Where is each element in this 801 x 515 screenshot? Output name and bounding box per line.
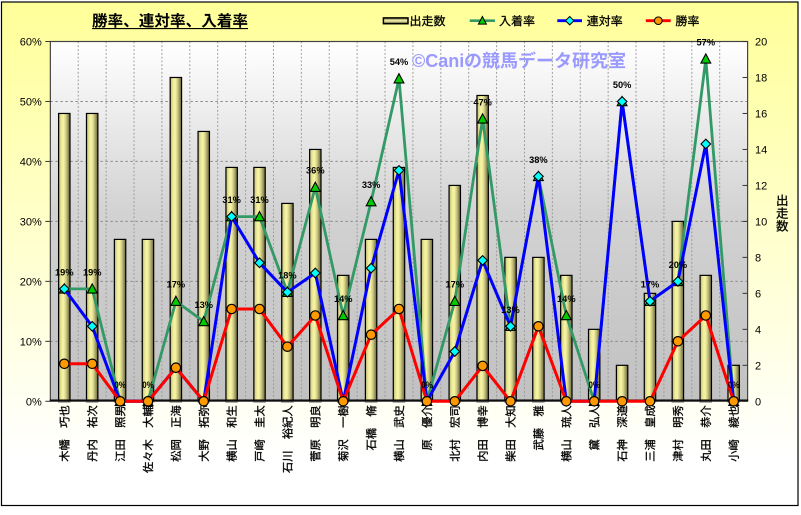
svg-text:0%: 0% [142,380,154,391]
svg-text:60%: 60% [20,37,42,49]
svg-text:36%: 36% [306,166,325,177]
svg-text:0: 0 [755,396,761,408]
svg-text:14: 14 [755,144,767,156]
svg-text:12: 12 [755,180,767,192]
svg-text:4: 4 [755,324,761,336]
svg-text:17%: 17% [167,280,186,291]
svg-text:13%: 13% [501,305,520,316]
svg-text:0%: 0% [728,380,740,391]
svg-text:20%: 20% [669,260,688,271]
svg-text:0%: 0% [114,380,126,391]
svg-text:16: 16 [755,109,767,121]
svg-text:47%: 47% [473,97,492,108]
svg-text:20%: 20% [20,277,42,289]
svg-text:38%: 38% [529,155,548,166]
svg-text:14%: 14% [334,294,353,305]
svg-text:17%: 17% [446,280,465,291]
svg-text:30%: 30% [20,217,42,229]
svg-text:17%: 17% [641,280,660,291]
svg-text:8: 8 [755,252,761,264]
svg-text:57%: 57% [697,37,716,48]
svg-text:10%: 10% [20,337,42,349]
svg-text:2: 2 [755,360,761,372]
svg-text:50%: 50% [613,80,632,91]
svg-text:33%: 33% [362,180,381,191]
svg-text:54%: 54% [390,57,409,68]
svg-text:6: 6 [755,288,761,300]
svg-text:19%: 19% [83,267,102,278]
svg-text:0%: 0% [421,380,433,391]
svg-text:©Cani: ©Cani [412,51,464,71]
svg-text:20: 20 [755,37,767,49]
svg-text:18%: 18% [278,271,297,282]
svg-text:18: 18 [755,73,767,85]
svg-text:50%: 50% [20,97,42,109]
svg-text:19%: 19% [55,267,74,278]
svg-text:31%: 31% [250,195,269,206]
svg-text:0%: 0% [588,380,600,391]
svg-text:0%: 0% [26,397,42,409]
svg-text:40%: 40% [20,157,42,169]
svg-text:31%: 31% [222,195,241,206]
svg-text:14%: 14% [557,294,576,305]
svg-text:10: 10 [755,216,767,228]
svg-text:13%: 13% [194,300,213,311]
